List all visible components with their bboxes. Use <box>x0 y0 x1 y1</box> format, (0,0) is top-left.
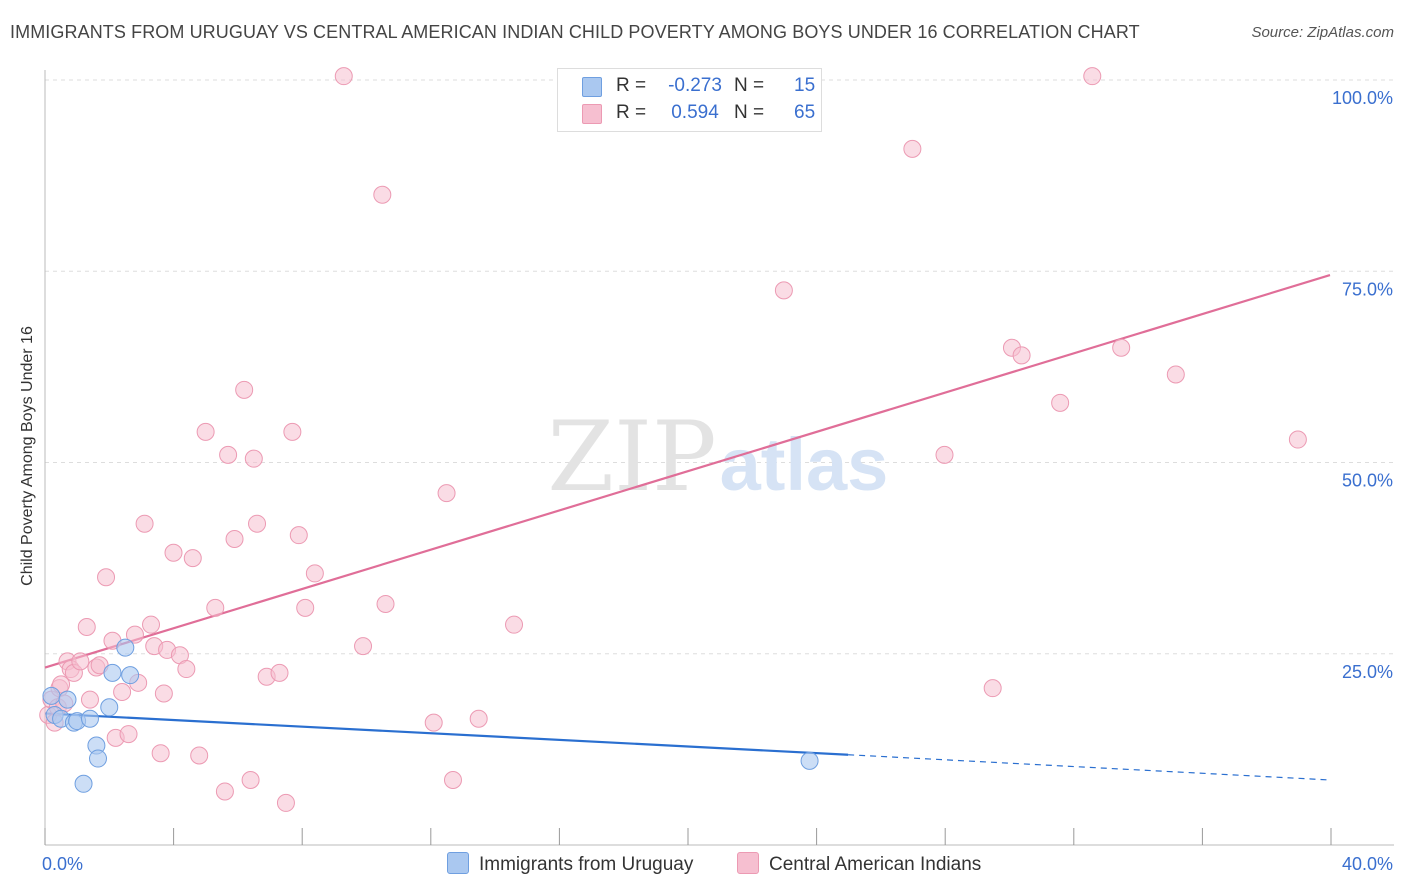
data-point-immigrants-from-uruguay <box>100 698 119 717</box>
data-point-central-american-indians <box>135 514 154 533</box>
data-point-central-american-indians <box>196 422 215 441</box>
data-point-central-american-indians <box>125 625 144 644</box>
data-point-central-american-indians <box>1288 430 1307 449</box>
data-point-central-american-indians <box>1051 393 1070 412</box>
gridlines <box>45 79 1394 655</box>
legend-swatch-pink <box>737 852 759 874</box>
data-point-central-american-indians <box>354 637 373 656</box>
data-point-central-american-indians <box>190 746 209 765</box>
y-tick-label: 100.0% <box>1332 88 1393 108</box>
data-point-central-american-indians <box>142 615 161 634</box>
data-point-immigrants-from-uruguay <box>121 666 140 685</box>
data-point-immigrants-from-uruguay <box>103 663 122 682</box>
correlation-stats-box: R = -0.273 N = 15 R = 0.594 N = 65 <box>557 68 822 132</box>
data-point-immigrants-from-uruguay <box>42 686 61 705</box>
data-point-central-american-indians <box>215 782 234 801</box>
data-point-central-american-indians <box>183 549 202 568</box>
data-point-central-american-indians <box>276 793 295 812</box>
data-point-central-american-indians <box>206 598 225 617</box>
data-point-central-american-indians <box>305 564 324 583</box>
tick-labels: 25.0% 50.0% 75.0% 100.0% 0.0% 40.0% <box>42 88 1393 874</box>
data-point-central-american-indians <box>289 526 308 545</box>
data-point-central-american-indians <box>270 663 289 682</box>
trend-lines <box>44 274 1331 781</box>
data-point-central-american-indians <box>469 709 488 728</box>
data-point-central-american-indians <box>774 281 793 300</box>
chart-title: IMMIGRANTS FROM URUGUAY VS CENTRAL AMERI… <box>10 22 1140 42</box>
data-point-central-american-indians <box>1012 346 1031 365</box>
legend-item-central-american-indians[interactable]: Central American Indians <box>737 852 981 876</box>
r-label: R = <box>616 75 647 96</box>
data-point-central-american-indians <box>164 543 183 562</box>
r-label: R = <box>616 102 647 123</box>
trend-line-immigrants-from-uruguay <box>44 712 849 756</box>
data-point-central-american-indians <box>241 770 260 789</box>
n-value: 65 <box>794 102 816 123</box>
data-point-central-american-indians <box>244 449 263 468</box>
stats-swatch-pink <box>582 104 602 124</box>
data-point-central-american-indians <box>151 744 170 763</box>
series-immigrants-from-uruguay <box>42 638 819 793</box>
n-label: N = <box>734 75 765 96</box>
data-point-central-american-indians <box>283 422 302 441</box>
y-tick-label: 75.0% <box>1342 279 1393 299</box>
data-point-central-american-indians <box>119 725 138 744</box>
r-value: -0.273 <box>668 75 722 96</box>
data-point-central-american-indians <box>373 185 392 204</box>
data-point-central-american-indians <box>225 530 244 548</box>
legend-label: Immigrants from Uruguay <box>479 854 694 875</box>
data-point-central-american-indians <box>505 615 524 634</box>
data-point-central-american-indians <box>443 770 462 789</box>
data-point-central-american-indians <box>1083 67 1102 86</box>
data-point-immigrants-from-uruguay <box>80 709 99 728</box>
y-tick-label: 50.0% <box>1342 471 1393 491</box>
data-point-central-american-indians <box>113 683 132 701</box>
data-point-central-american-indians <box>334 67 353 86</box>
data-point-central-american-indians <box>235 380 254 399</box>
data-point-central-american-indians <box>983 679 1002 698</box>
n-label: N = <box>734 102 765 123</box>
y-tick-label: 25.0% <box>1342 662 1393 682</box>
r-value: 0.594 <box>671 102 719 123</box>
series-central-american-indians <box>39 67 1307 812</box>
legend-item-uruguay[interactable]: Immigrants from Uruguay <box>447 852 693 876</box>
data-point-immigrants-from-uruguay <box>74 774 93 793</box>
data-point-central-american-indians <box>52 675 71 694</box>
data-point-central-american-indians <box>437 484 456 503</box>
data-point-central-american-indians <box>1112 338 1131 357</box>
data-point-immigrants-from-uruguay <box>800 751 819 770</box>
data-point-central-american-indians <box>424 713 443 732</box>
data-point-central-american-indians <box>97 568 116 587</box>
trend-line-immigrants-from-uruguay-extrapolated <box>848 754 1331 781</box>
data-point-central-american-indians <box>154 684 173 703</box>
data-point-central-american-indians <box>1166 365 1185 384</box>
data-point-central-american-indians <box>177 660 196 679</box>
data-point-central-american-indians <box>935 445 954 464</box>
x-tick-label-max: 40.0% <box>1342 854 1393 874</box>
data-point-central-american-indians <box>903 139 922 158</box>
x-tick-label-min: 0.0% <box>42 854 83 874</box>
data-point-central-american-indians <box>219 445 238 464</box>
stats-swatch-blue <box>582 77 602 97</box>
legend-swatch-blue <box>447 852 469 874</box>
watermark: ZIP atlas <box>547 401 888 513</box>
data-point-central-american-indians <box>80 690 99 709</box>
legend-label: Central American Indians <box>769 854 982 875</box>
n-value: 15 <box>794 75 816 96</box>
data-point-central-american-indians <box>71 652 90 671</box>
data-point-central-american-indians <box>77 617 96 636</box>
trend-line-central-american-indians <box>44 274 1331 669</box>
data-point-immigrants-from-uruguay <box>58 690 77 709</box>
data-point-central-american-indians <box>248 514 267 533</box>
source-label: Source: ZipAtlas.com <box>1251 24 1394 41</box>
data-point-immigrants-from-uruguay <box>116 638 135 657</box>
data-point-immigrants-from-uruguay <box>89 749 108 768</box>
watermark-zip: ZIP <box>547 401 716 513</box>
data-point-central-american-indians <box>376 595 395 614</box>
data-point-central-american-indians <box>296 598 315 617</box>
